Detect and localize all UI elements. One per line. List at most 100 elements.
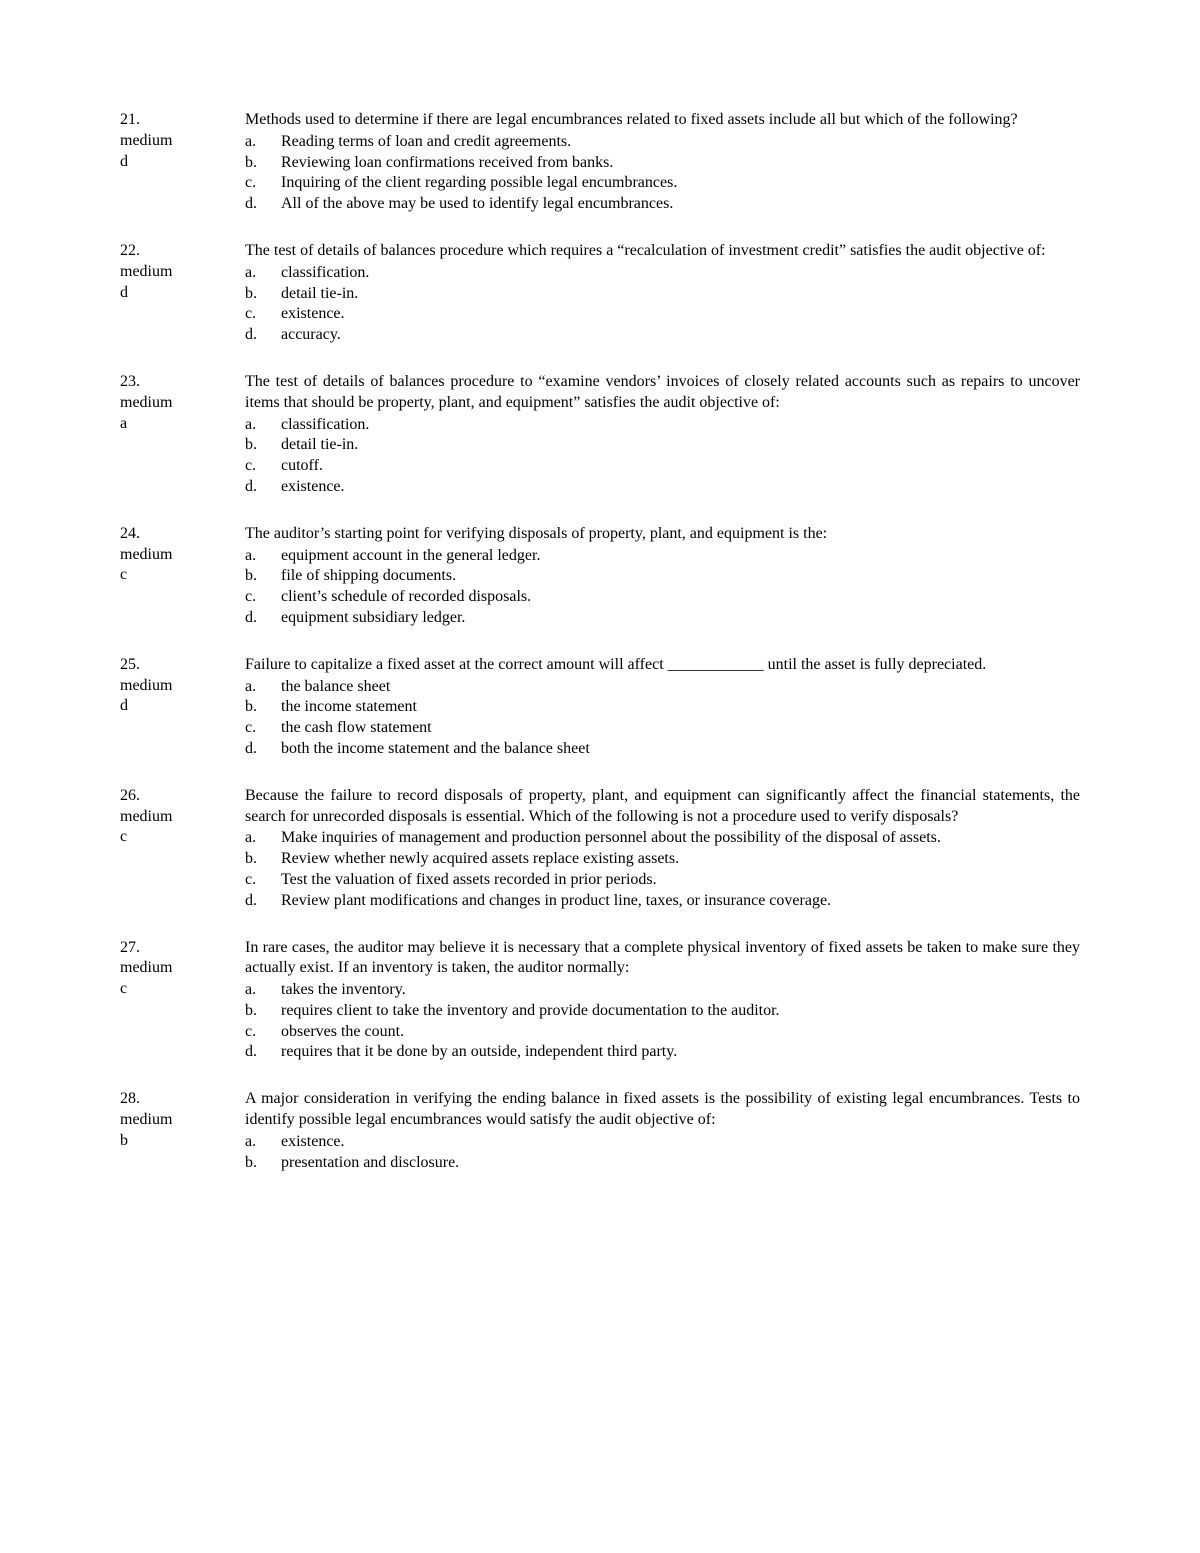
option-letter: d. [245,608,281,629]
option-row: b.Review whether newly acquired assets r… [245,849,1080,870]
option-row: b.detail tie-in. [245,284,1080,305]
option-letter: d. [245,477,281,498]
question-text: In rare cases, the auditor may believe i… [245,938,1080,980]
question-content: The test of details of balances procedur… [245,372,1080,498]
option-row: d.accuracy. [245,325,1080,346]
option-letter: c. [245,870,281,891]
question-difficulty: medium [120,393,235,414]
question-number: 27. [120,938,235,959]
question-text: The test of details of balances procedur… [245,372,1080,414]
question-block: 22.mediumd The test of details of balance… [120,241,1080,346]
question-meta: 28.mediumb [120,1089,245,1173]
option-text: detail tie-in. [281,435,1080,456]
option-letter: c. [245,173,281,194]
option-text: requires that it be done by an outside, … [281,1042,1080,1063]
question-answer: a [120,414,235,435]
options-list: a.the balance sheetb.the income statemen… [245,677,1080,760]
option-row: d.equipment subsidiary ledger. [245,608,1080,629]
option-letter: d. [245,325,281,346]
question-content: In rare cases, the auditor may believe i… [245,938,1080,1064]
question-number: 25. [120,655,235,676]
question-difficulty: medium [120,262,235,283]
option-text: Reading terms of loan and credit agreeme… [281,132,1080,153]
option-row: a.equipment account in the general ledge… [245,546,1080,567]
options-list: a.takes the inventory.b.requires client … [245,980,1080,1063]
question-answer: b [120,1131,235,1152]
question-meta: 26.mediumc [120,786,245,912]
option-row: a.the balance sheet [245,677,1080,698]
option-letter: d. [245,891,281,912]
option-letter: b. [245,1001,281,1022]
option-text: Inquiring of the client regarding possib… [281,173,1080,194]
option-text: the cash flow statement [281,718,1080,739]
option-letter: a. [245,415,281,436]
question-content: Because the failure to record disposals … [245,786,1080,912]
option-text: Test the valuation of fixed assets recor… [281,870,1080,891]
option-text: equipment subsidiary ledger. [281,608,1080,629]
option-letter: c. [245,587,281,608]
option-row: b.detail tie-in. [245,435,1080,456]
options-list: a.classification.b.detail tie-in.c.cutof… [245,415,1080,498]
option-row: b.file of shipping documents. [245,566,1080,587]
question-meta: 24.mediumc [120,524,245,629]
question-answer: d [120,283,235,304]
question-difficulty: medium [120,1110,235,1131]
option-row: a.Make inquiries of management and produ… [245,828,1080,849]
option-text: the income statement [281,697,1080,718]
option-letter: b. [245,435,281,456]
question-answer: c [120,565,235,586]
option-letter: b. [245,697,281,718]
option-text: accuracy. [281,325,1080,346]
options-list: a.classification.b.detail tie-in.c.exist… [245,263,1080,346]
option-letter: a. [245,132,281,153]
question-number: 21. [120,110,235,131]
question-answer: c [120,827,235,848]
question-content: The test of details of balances procedur… [245,241,1080,346]
option-text: existence. [281,1132,1080,1153]
option-text: presentation and disclosure. [281,1153,1080,1174]
option-row: a.takes the inventory. [245,980,1080,1001]
option-letter: d. [245,1042,281,1063]
option-letter: b. [245,566,281,587]
question-content: Failure to capitalize a fixed asset at t… [245,655,1080,760]
option-row: d.requires that it be done by an outside… [245,1042,1080,1063]
option-letter: a. [245,980,281,1001]
option-row: a.Reading terms of loan and credit agree… [245,132,1080,153]
option-row: c.client’s schedule of recorded disposal… [245,587,1080,608]
option-text: Reviewing loan confirmations received fr… [281,153,1080,174]
question-block: 23.mediuma The test of details of balance… [120,372,1080,498]
option-row: b.the income statement [245,697,1080,718]
question-block: 28.mediumbA major consideration in verif… [120,1089,1080,1173]
question-number: 24. [120,524,235,545]
option-row: a.existence. [245,1132,1080,1153]
option-letter: a. [245,1132,281,1153]
options-list: a.Make inquiries of management and produ… [245,828,1080,911]
question-meta: 21.mediumd [120,110,245,215]
option-letter: d. [245,739,281,760]
question-number: 23. [120,372,235,393]
option-text: file of shipping documents. [281,566,1080,587]
question-difficulty: medium [120,545,235,566]
option-text: equipment account in the general ledger. [281,546,1080,567]
question-text: The auditor’s starting point for verifyi… [245,524,1080,545]
options-list: a.existence.b.presentation and disclosur… [245,1132,1080,1174]
question-number: 26. [120,786,235,807]
option-text: All of the above may be used to identify… [281,194,1080,215]
option-row: d.All of the above may be used to identi… [245,194,1080,215]
option-letter: b. [245,153,281,174]
option-text: both the income statement and the balanc… [281,739,1080,760]
question-meta: 27.mediumc [120,938,245,1064]
question-text: Because the failure to record disposals … [245,786,1080,828]
option-letter: c. [245,1022,281,1043]
option-text: classification. [281,415,1080,436]
question-number: 22. [120,241,235,262]
option-row: c.cutoff. [245,456,1080,477]
option-row: d.both the income statement and the bala… [245,739,1080,760]
option-text: observes the count. [281,1022,1080,1043]
question-answer: d [120,696,235,717]
option-text: the balance sheet [281,677,1080,698]
option-letter: b. [245,849,281,870]
option-row: a.classification. [245,415,1080,436]
option-row: c.observes the count. [245,1022,1080,1043]
question-difficulty: medium [120,807,235,828]
